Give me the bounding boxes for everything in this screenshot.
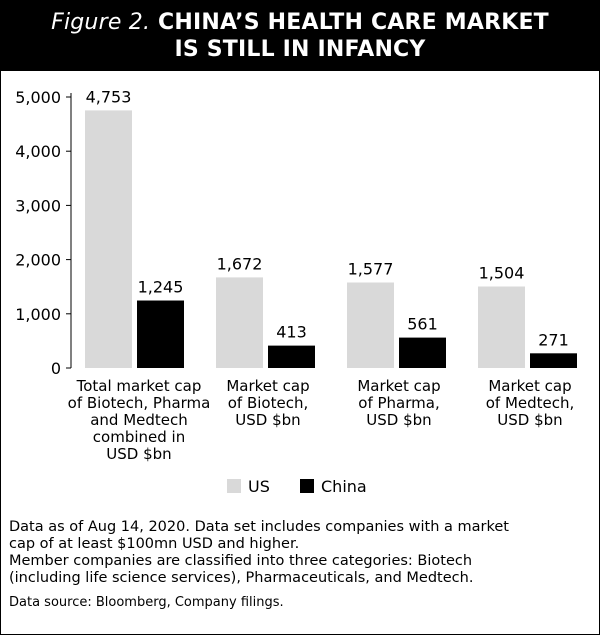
data-label-us-4: 1,504	[479, 263, 525, 282]
data-note-line-4: (including life science services), Pharm…	[9, 570, 474, 586]
data-label-china-4: 271	[538, 330, 569, 349]
bar-us-4	[478, 286, 525, 368]
y-tick-label: 2,000	[15, 251, 61, 270]
data-label-us-1: 4,753	[86, 87, 132, 106]
figure-title-line-2: IS STILL IN INFANCY	[174, 37, 426, 62]
y-tick-label: 0	[51, 359, 61, 378]
y-tick-label: 4,000	[15, 142, 61, 161]
data-label-china-1: 1,245	[138, 278, 184, 297]
bar-china-1	[137, 300, 184, 368]
figure-header: Figure 2. CHINA’S HEALTH CARE MARKET IS …	[1, 1, 599, 71]
figure-footer: Data as of Aug 14, 2020. Data set includ…	[9, 519, 593, 611]
bar-china-2	[268, 345, 315, 368]
y-tick-label: 3,000	[15, 196, 61, 215]
bar-us-1	[85, 110, 132, 369]
legend-swatch-us	[227, 479, 241, 493]
bar-china-4	[530, 353, 577, 368]
data-label-us-2: 1,672	[217, 254, 263, 273]
x-category-label-4: Market cap of Medtech, USD $bn	[486, 377, 575, 429]
bar-us-3	[347, 282, 394, 368]
legend-swatch-china	[300, 479, 314, 493]
data-label-china-3: 561	[407, 315, 438, 334]
legend-label-us: US	[248, 477, 270, 496]
x-category-label-3: Market cap of Pharma, USD $bn	[357, 377, 440, 429]
data-note-line-3: Member companies are classified into thr…	[9, 553, 473, 569]
data-note-line-1: Data as of Aug 14, 2020. Data set includ…	[9, 519, 509, 535]
data-label-china-2: 413	[276, 323, 307, 342]
y-tick-label: 1,000	[15, 305, 61, 324]
bar-chart: 0 1,000 2,000 3,000 4,000 5,000 4,753 1,672 1,57…	[15, 87, 577, 496]
x-category-label-1: Total market cap of Biotech, Pharma and Me…	[68, 377, 211, 463]
bar-us-2	[216, 277, 263, 368]
data-note-line-2: cap of at least $100mn USD and higher.	[9, 536, 300, 552]
legend-label-china: China	[321, 477, 367, 496]
figure-title-line-1: Figure 2. CHINA’S HEALTH CARE MARKET	[1, 9, 599, 36]
y-tick-label: 5,000	[15, 88, 61, 107]
x-category-label-2: Market cap of Biotech, USD $bn	[226, 377, 309, 429]
bar-china-3	[399, 337, 446, 368]
figure-title-text: CHINA’S HEALTH CARE MARKET	[158, 10, 549, 35]
figure-number: Figure 2.	[51, 10, 151, 35]
data-source: Data source: Bloomberg, Company filings.	[9, 595, 284, 610]
data-label-us-3: 1,577	[348, 260, 394, 279]
